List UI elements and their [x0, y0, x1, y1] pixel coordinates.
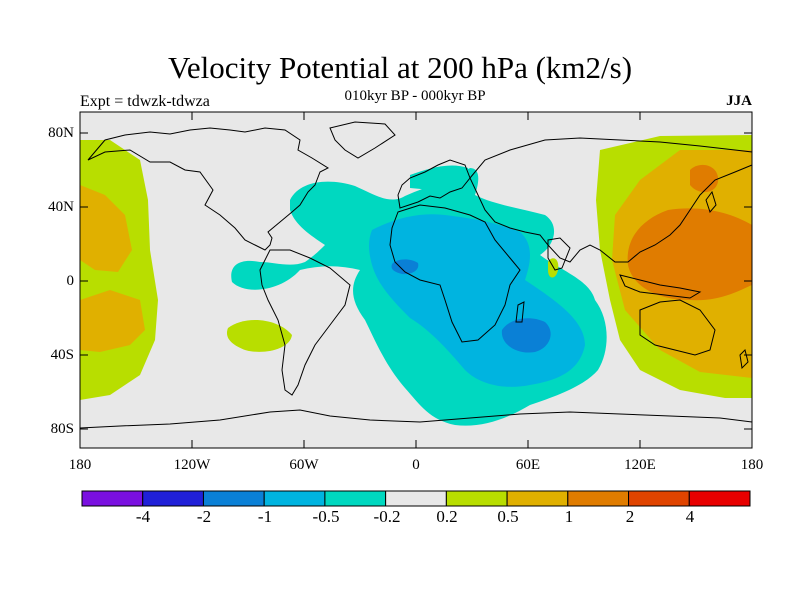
- colorbar-label: -0.5: [312, 507, 340, 526]
- colorbar-label: -1: [257, 507, 273, 526]
- colorbar-label: -2: [196, 507, 212, 526]
- colorbar-box: [142, 490, 204, 507]
- y-tick-label: 40S: [50, 347, 74, 363]
- colorbar-label: -4: [135, 507, 151, 526]
- maritime-continent-coast: [619, 274, 702, 299]
- colorbar-box: [81, 490, 144, 507]
- experiment-label: Expt = tdwzk-tdwza: [80, 93, 210, 110]
- colorbar: [81, 490, 751, 507]
- colorbar-label: 4: [685, 507, 695, 526]
- colorbar-box: [202, 490, 265, 507]
- x-tick-label: 120W: [173, 457, 211, 473]
- antarctica-coast: [79, 409, 753, 429]
- contour-east-pacific-orange-south: [80, 290, 145, 352]
- india-coast: [547, 237, 571, 271]
- asia-coast: [469, 137, 753, 263]
- colorbar-label: 0.5: [497, 507, 519, 526]
- coastlines: [79, 121, 753, 429]
- x-tick-label: 180: [740, 457, 764, 473]
- y-tick-label: 40N: [48, 199, 74, 215]
- x-tick-label: 0: [412, 457, 420, 473]
- x-tick-label: 60W: [289, 457, 319, 473]
- contour-south-pacific-blob: [226, 319, 292, 352]
- colorbar-box: [628, 490, 690, 507]
- contour-west-pacific-darkorange-north: [690, 164, 719, 193]
- colorbar-box: [263, 490, 326, 507]
- colorbar-box: [567, 490, 630, 507]
- contour-gulf-guinea-blue: [391, 259, 419, 275]
- colorbar-box: [324, 490, 387, 507]
- colorbar-label: 0.2: [436, 507, 458, 526]
- colorbar-label: -0.2: [373, 507, 401, 526]
- contour-south-indian-blue: [501, 318, 551, 353]
- x-tick-label: 120E: [624, 457, 656, 473]
- map-title: Velocity Potential at 200 hPa (km2/s): [167, 50, 633, 85]
- colorbar-label: 1: [564, 507, 574, 526]
- greenland-coast: [329, 121, 396, 159]
- colorbar-box: [506, 490, 569, 507]
- y-tick-label: 80S: [50, 421, 74, 437]
- south-america-coast: [259, 249, 351, 396]
- contour-fields: [80, 135, 752, 426]
- japan-coast: [705, 190, 717, 213]
- madagascar-coast: [515, 301, 525, 323]
- colorbar-box: [688, 490, 751, 507]
- contour-east-pacific-orange-north: [80, 185, 132, 272]
- colorbar-box: [445, 490, 508, 507]
- y-tick-label: 80N: [48, 125, 74, 141]
- africa-coast: [389, 204, 521, 343]
- y-tick-label: 0: [66, 273, 75, 289]
- new-zealand-coast: [739, 349, 749, 370]
- colorbar-label: 2: [625, 507, 635, 526]
- colorbar-box: [385, 490, 447, 507]
- contour-west-pacific-darkorange: [627, 208, 752, 301]
- map-subtitle: 010kyr BP - 000kyr BP: [344, 88, 486, 104]
- season-label: JJA: [726, 93, 752, 109]
- north-america-coast: [87, 127, 330, 251]
- x-tick-label: 60E: [515, 457, 541, 473]
- australia-coast: [639, 299, 716, 356]
- axis-ticks: [79, 112, 753, 448]
- x-tick-label: 180: [68, 457, 92, 473]
- europe-coast: [397, 159, 471, 209]
